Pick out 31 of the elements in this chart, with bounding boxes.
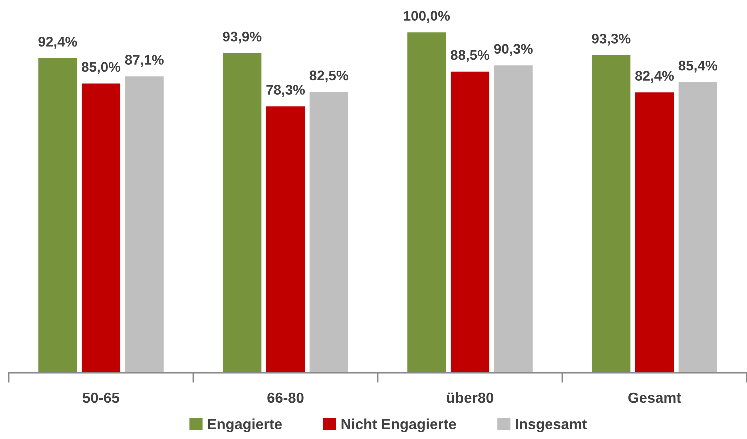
legend-label: Nicht Engagierte bbox=[342, 418, 456, 432]
data-label: 85,4% bbox=[678, 60, 718, 73]
bar bbox=[308, 91, 350, 373]
x-tick-label: Gesamt bbox=[628, 392, 682, 404]
bar bbox=[493, 64, 534, 373]
x-tick-label: 50-65 bbox=[83, 392, 120, 404]
data-label: 82,5% bbox=[310, 70, 348, 83]
bar bbox=[38, 57, 78, 373]
bar bbox=[450, 70, 491, 373]
data-label: 88,5% bbox=[451, 50, 490, 62]
data-label: 92,4% bbox=[38, 37, 78, 49]
bar bbox=[591, 54, 632, 373]
data-label: 87,1% bbox=[125, 55, 164, 67]
data-label: 85,0% bbox=[82, 62, 121, 74]
data-label: 93,3% bbox=[592, 34, 631, 46]
legend-label: Insgesamt bbox=[516, 419, 588, 432]
bar bbox=[634, 92, 676, 373]
bar bbox=[80, 82, 122, 373]
bar bbox=[406, 31, 448, 373]
x-tick-label: über80 bbox=[447, 392, 494, 404]
legend-label: Engagierte bbox=[208, 418, 282, 432]
bar bbox=[124, 75, 165, 373]
data-label: 100,0% bbox=[404, 11, 450, 23]
data-label: 90,3% bbox=[494, 44, 533, 56]
bar bbox=[222, 52, 263, 373]
bar bbox=[678, 81, 718, 373]
data-label: 78,3% bbox=[266, 85, 306, 97]
bar bbox=[265, 105, 306, 373]
data-label: 82,4% bbox=[636, 71, 674, 83]
x-tick-label: 66-80 bbox=[268, 392, 304, 404]
data-label: 93,9% bbox=[223, 32, 262, 44]
